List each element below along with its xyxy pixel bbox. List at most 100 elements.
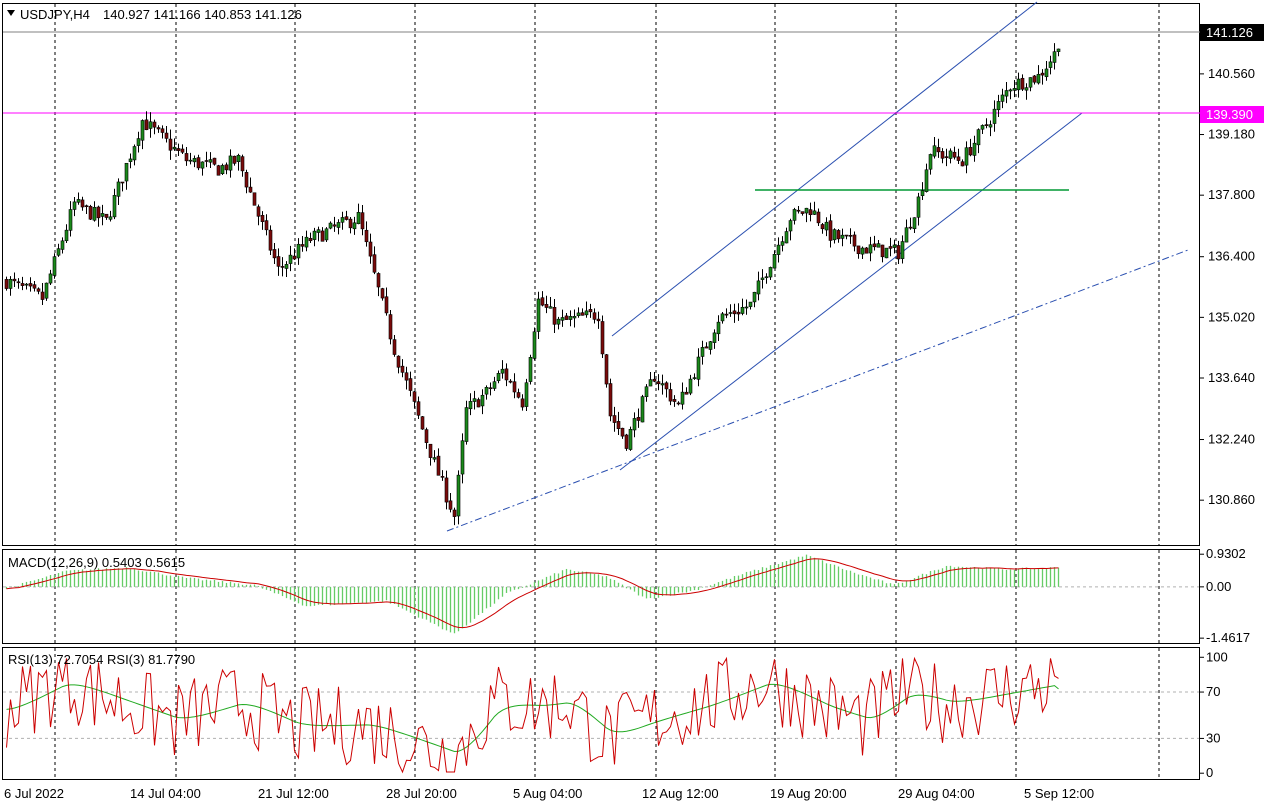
candle-body [844, 234, 849, 237]
candle [516, 388, 521, 399]
candle [316, 226, 321, 242]
candle [68, 201, 73, 237]
candle-body [180, 148, 185, 153]
candle-body [980, 125, 985, 130]
candle [1056, 48, 1061, 57]
candle-body [804, 207, 809, 214]
candle-body [120, 181, 125, 184]
candle-body [300, 244, 305, 247]
candle-body [904, 227, 909, 243]
candle-body [4, 279, 9, 289]
macd-tick-label: 0.00 [1206, 579, 1231, 594]
candle-body [412, 391, 417, 402]
price-tick-label: 133.640 [1208, 370, 1255, 385]
candle-body [480, 394, 485, 407]
candle [96, 205, 101, 227]
candle-body [444, 477, 449, 503]
candle-body [788, 220, 793, 232]
candle [60, 237, 65, 254]
candle-body [592, 312, 597, 320]
candle-body [364, 229, 369, 243]
candle [236, 153, 241, 171]
candle [592, 308, 597, 324]
candle-body [428, 443, 433, 458]
candle [208, 152, 213, 169]
candle [88, 204, 93, 221]
candle [768, 266, 773, 280]
candle-body [852, 234, 857, 247]
candle-body [916, 196, 921, 218]
candle-body [836, 230, 841, 240]
candle [40, 282, 45, 305]
candle [556, 316, 561, 330]
candle-body [688, 378, 693, 394]
candle-body [812, 210, 817, 215]
candle [700, 340, 705, 365]
candle [728, 304, 733, 317]
candle-body [716, 321, 721, 335]
candle [344, 210, 349, 221]
candle-body [536, 298, 541, 332]
time-label: 19 Aug 20:00 [770, 786, 847, 801]
candle [376, 272, 381, 297]
symbol-label: USDJPY,H4 [20, 7, 90, 22]
candle-body [516, 392, 521, 398]
candle-body [476, 399, 481, 408]
candle [300, 236, 305, 252]
candle-body [372, 254, 377, 273]
candle [612, 406, 617, 432]
candle [416, 396, 421, 420]
candle-body [888, 246, 893, 249]
candle-body [408, 378, 413, 391]
candle [204, 151, 209, 168]
candle-body [128, 158, 133, 162]
candle-body [896, 245, 901, 260]
candle-body [1032, 75, 1037, 83]
candle [468, 393, 473, 416]
candle-body [596, 318, 601, 322]
candle [1040, 69, 1045, 85]
candle [364, 221, 369, 247]
candle-body [432, 457, 437, 460]
candle-body [44, 282, 49, 299]
candle [4, 276, 9, 291]
candle-body [744, 306, 749, 309]
candle [504, 363, 509, 387]
candle [232, 155, 237, 166]
candle [8, 276, 13, 296]
rsi-tick-label: 30 [1206, 730, 1220, 745]
candle-body [168, 138, 173, 151]
candle-body [872, 243, 877, 248]
candle [112, 188, 117, 220]
dropdown-arrow-icon[interactable] [7, 10, 15, 16]
candle-body [560, 317, 565, 321]
candle [788, 218, 793, 241]
candle [144, 111, 149, 131]
candle [588, 303, 593, 318]
candle-body [404, 372, 409, 381]
candle [388, 310, 393, 345]
candle-body [232, 155, 237, 164]
candle [132, 144, 137, 166]
candle-body [868, 244, 873, 254]
candle-body [204, 160, 209, 162]
candle-body [320, 230, 325, 242]
time-axis: 6 Jul 2022 14 Jul 04:00 21 Jul 12:00 28 Jul… [4, 786, 1094, 801]
candle [128, 153, 133, 169]
candle-body [156, 127, 161, 130]
candle-body [1000, 94, 1005, 102]
candle [528, 354, 533, 385]
candle [560, 309, 565, 327]
candle [964, 141, 969, 174]
candle-body [248, 186, 253, 193]
candle [288, 245, 293, 272]
time-label: 6 Jul 2022 [4, 786, 64, 801]
candle [444, 470, 449, 510]
candle-body [216, 165, 221, 176]
candle-body [252, 192, 257, 206]
candle-body [1040, 72, 1045, 76]
candle [44, 282, 49, 301]
candle-body [336, 222, 341, 228]
rsi-tick-label: 0 [1206, 765, 1213, 780]
candle-body [708, 341, 713, 350]
